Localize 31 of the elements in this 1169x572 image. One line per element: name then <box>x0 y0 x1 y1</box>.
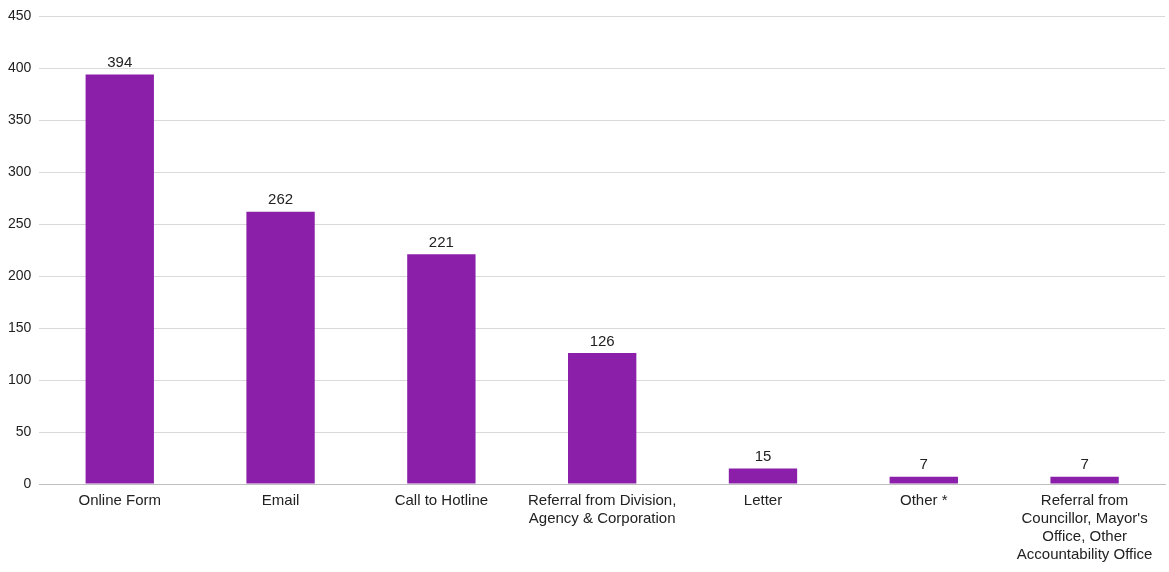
data-label: 221 <box>428 233 454 250</box>
y-tick-label: 450 <box>8 7 32 24</box>
x-tick-label: Online Form <box>78 491 162 509</box>
bar <box>246 211 315 484</box>
y-tick-label: 200 <box>8 267 32 284</box>
bar <box>889 476 958 484</box>
data-label: 394 <box>107 53 133 71</box>
y-tick-label: 350 <box>8 111 32 128</box>
x-tick-label: Referral from Division, Agency & Corporation <box>527 491 677 527</box>
data-label: 7 <box>919 455 928 473</box>
data-label: 7 <box>1080 455 1089 473</box>
bar <box>728 468 798 484</box>
data-label: 15 <box>754 447 772 465</box>
bar <box>407 254 476 484</box>
y-tick-label: 50 <box>15 422 32 439</box>
y-tick-label: 150 <box>8 318 32 335</box>
y-tick-label: 250 <box>8 215 32 232</box>
y-tick-label: 300 <box>8 163 32 180</box>
x-tick-label: Letter <box>743 491 783 509</box>
x-tick-label: Call to Hotline <box>394 491 489 509</box>
x-tick-label: Email <box>261 491 300 509</box>
bar <box>1050 476 1119 484</box>
x-tick-label: Referral from Councillor, Mayor's Office, Other Accountability Office <box>1016 491 1153 563</box>
y-tick-label: 100 <box>8 370 32 387</box>
y-tick-label: 400 <box>8 59 32 76</box>
data-label: 262 <box>268 190 294 208</box>
x-tick-label: Other * <box>900 491 948 509</box>
bar <box>85 74 154 484</box>
bar <box>568 353 637 484</box>
y-tick-label: 0 <box>23 474 32 491</box>
data-label: 126 <box>589 331 615 349</box>
